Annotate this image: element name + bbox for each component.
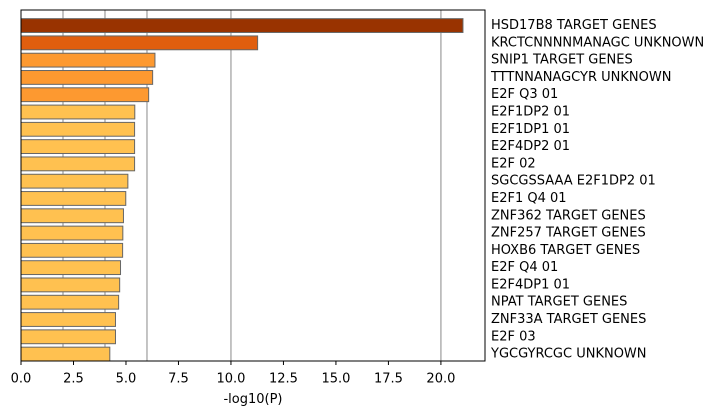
category-label: SNIP1 TARGET GENES bbox=[491, 53, 633, 68]
bar bbox=[20, 18, 464, 33]
bar bbox=[20, 346, 111, 362]
category-label: NPAT TARGET GENES bbox=[491, 295, 627, 310]
x-tick-label: 12.5 bbox=[269, 372, 298, 387]
x-tick-label: 17.5 bbox=[374, 372, 403, 387]
category-label: ZNF257 TARGET GENES bbox=[491, 226, 646, 241]
bar bbox=[20, 70, 154, 85]
x-tick-label: 2.5 bbox=[63, 372, 84, 387]
bar bbox=[20, 329, 116, 345]
category-label: TTTNNANAGCYR UNKNOWN bbox=[490, 70, 671, 85]
bar bbox=[20, 208, 124, 224]
bar bbox=[20, 277, 121, 293]
category-label: E2F4DP1 01 bbox=[491, 277, 570, 292]
category-label: E2F1DP1 01 bbox=[491, 122, 570, 137]
category-label: E2F Q4 01 bbox=[491, 260, 558, 275]
x-tick-label: 7.5 bbox=[168, 372, 189, 387]
bar bbox=[20, 173, 129, 189]
bar bbox=[20, 52, 156, 68]
bar bbox=[20, 312, 116, 327]
bar bbox=[20, 294, 120, 310]
bar bbox=[20, 139, 136, 155]
category-label: YGCGYRCGC UNKNOWN bbox=[490, 347, 647, 362]
category-label: ZNF33A TARGET GENES bbox=[491, 312, 646, 327]
category-label: HSD17B8 TARGET GENES bbox=[491, 18, 657, 33]
category-label: HOXB6 TARGET GENES bbox=[491, 243, 640, 258]
category-label: E2F1DP2 01 bbox=[491, 105, 570, 120]
category-labels: HSD17B8 TARGET GENES KRCTCNNNNMANAGC UNKN… bbox=[490, 18, 704, 362]
bars bbox=[20, 18, 464, 362]
x-axis-ticks: 0.0 2.5 5.0 7.5 10.0 12.5 15.0 17.5 20.0 bbox=[11, 361, 455, 387]
category-label: SGCGSSAAA E2F1DP2 01 bbox=[491, 174, 656, 189]
bar bbox=[20, 191, 127, 206]
x-axis-label: -log10(P) bbox=[223, 392, 282, 407]
bar bbox=[20, 242, 124, 258]
bar bbox=[20, 260, 122, 276]
bar bbox=[20, 156, 136, 172]
x-tick-label: 10.0 bbox=[216, 372, 245, 387]
category-label: E2F Q3 01 bbox=[491, 87, 558, 102]
bar bbox=[20, 35, 259, 51]
category-label: E2F4DP2 01 bbox=[491, 139, 570, 154]
category-label: ZNF362 TARGET GENES bbox=[491, 208, 646, 223]
category-label: E2F1 Q4 01 bbox=[491, 191, 567, 206]
x-tick-label: 0.0 bbox=[11, 372, 32, 387]
bar bbox=[20, 225, 124, 241]
category-label: E2F 02 bbox=[491, 156, 536, 171]
bar bbox=[20, 87, 150, 103]
x-tick-label: 5.0 bbox=[116, 372, 137, 387]
x-tick-label: 15.0 bbox=[321, 372, 350, 387]
category-label: KRCTCNNNNMANAGC UNKNOWN bbox=[491, 35, 704, 50]
plot-frame bbox=[20, 9, 486, 362]
bar bbox=[20, 121, 136, 137]
x-tick-label: 20.0 bbox=[426, 372, 455, 387]
bar bbox=[20, 104, 136, 120]
category-label: E2F 03 bbox=[491, 329, 536, 344]
